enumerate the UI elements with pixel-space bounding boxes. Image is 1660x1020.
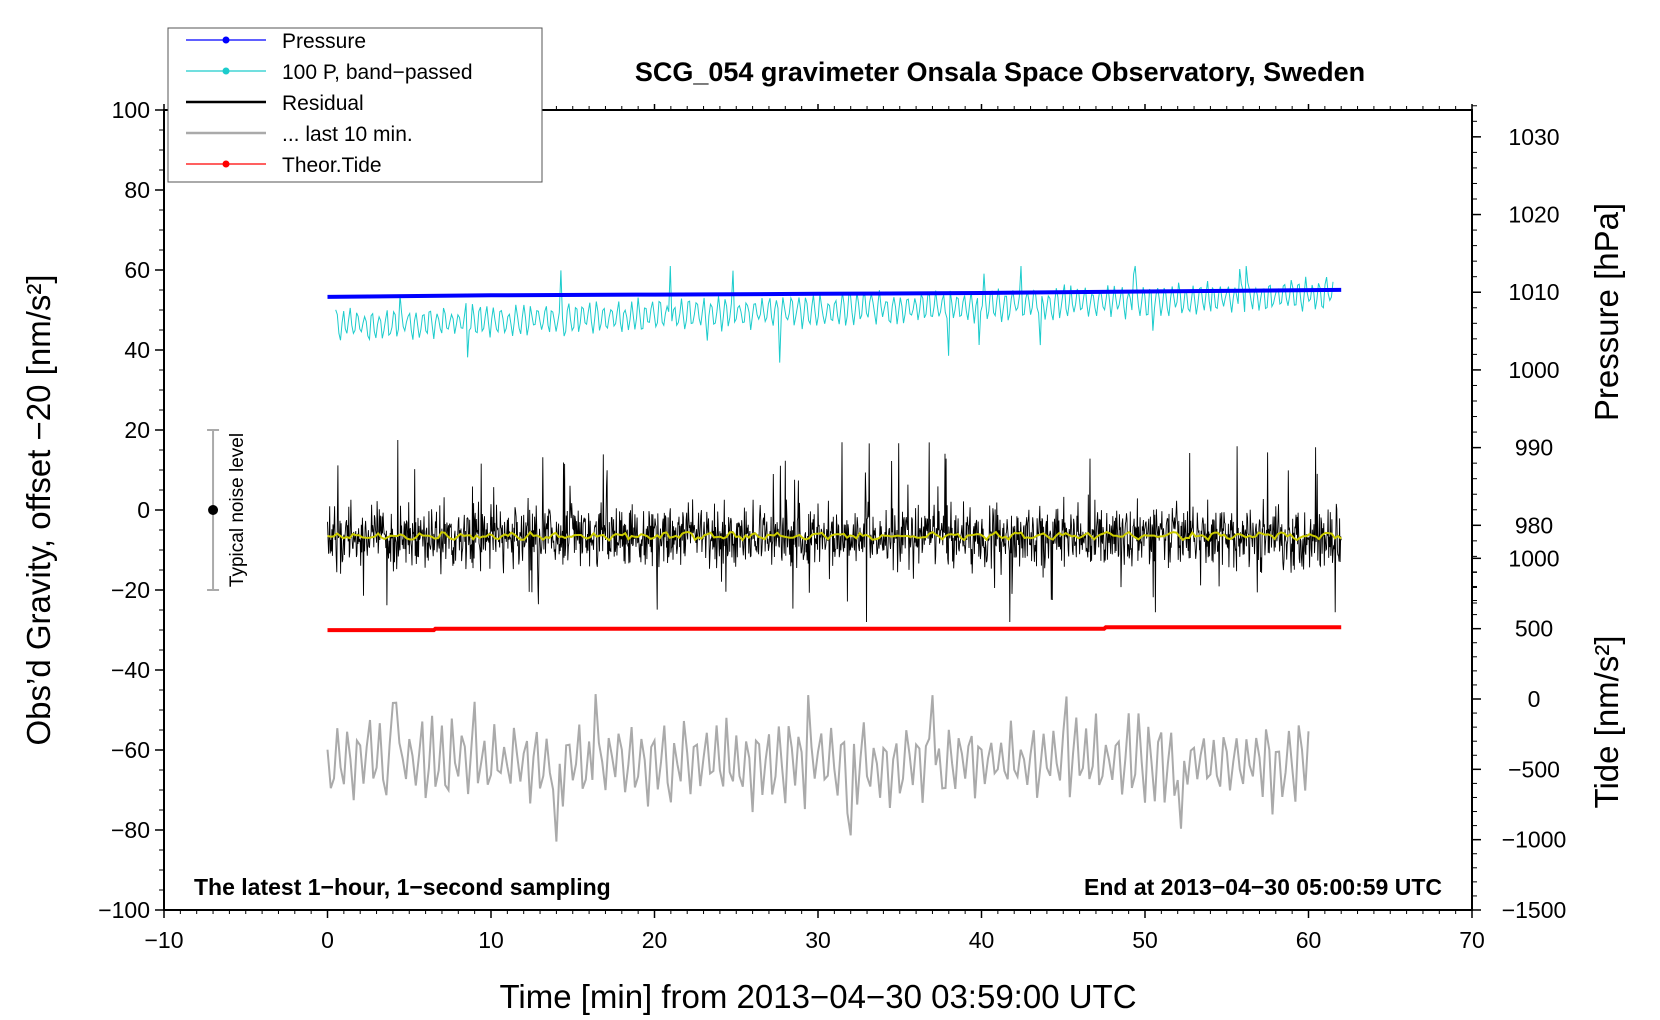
series-pressure-line <box>327 287 1342 299</box>
y-tick-label: 40 <box>124 337 150 363</box>
annotation-end-time: End at 2013−04−30 05:00:59 UTC <box>1084 874 1442 900</box>
tide-tick-label: 0 <box>1528 686 1541 712</box>
data-layer <box>326 265 1342 842</box>
legend-label: Pressure <box>282 30 366 53</box>
tide-tick-label: −1500 <box>1502 897 1567 923</box>
y-tick-label: 60 <box>124 257 150 283</box>
legend: Pressure 100 P, band−passed Residual ... la… <box>167 27 543 183</box>
pressure-tick-label: 1000 <box>1508 357 1559 383</box>
legend-marker <box>222 36 230 44</box>
y-tick-label: 80 <box>124 177 150 203</box>
x-tick-label: 0 <box>321 927 334 953</box>
tide-tick-label: −500 <box>1508 756 1560 782</box>
y-tick-label: −20 <box>111 577 150 603</box>
x-axis-title: Time [min] from 2013−04−30 03:59:00 UTC <box>499 978 1136 1015</box>
series-residual-smoothed-line <box>327 530 1342 542</box>
x-tick-label: 50 <box>1132 927 1158 953</box>
y-axis-title-pressure: Pressure [hPa] <box>1588 203 1625 421</box>
x-tick-label: 70 <box>1459 927 1485 953</box>
x-tick-label: 60 <box>1296 927 1322 953</box>
series-last-10-min-line <box>326 694 1310 842</box>
noise-level-label: Typical noise level <box>227 433 248 587</box>
y-axis-title-left: Obs’d Gravity, offset −20 [nm/s²] <box>20 274 57 745</box>
noise-bar-center-dot <box>208 505 219 515</box>
x-tick-label: 20 <box>642 927 668 953</box>
y-tick-label: −100 <box>98 897 150 923</box>
tide-tick-label: −1000 <box>1502 827 1567 853</box>
series-residual-line <box>327 439 1342 623</box>
x-tick-label: 10 <box>478 927 504 953</box>
pressure-tick-label: 1010 <box>1508 279 1559 305</box>
pressure-tick-label: 980 <box>1515 512 1553 538</box>
chart-title: SCG_054 gravimeter Onsala Space Observat… <box>635 57 1365 87</box>
legend-box <box>167 27 543 183</box>
series-bandpassed-pressure-line <box>335 265 1334 363</box>
annotation-sampling: The latest 1−hour, 1−second sampling <box>194 874 611 900</box>
legend-label: ... last 10 min. <box>282 123 413 146</box>
series-theoretical-tide-line <box>327 625 1342 633</box>
y-tick-label: −80 <box>111 817 150 843</box>
y-tick-label: 0 <box>137 497 150 523</box>
tide-tick-label: 500 <box>1515 616 1553 642</box>
legend-label: Theor.Tide <box>282 154 382 177</box>
x-tick-label: −10 <box>144 927 183 953</box>
legend-label: 100 P, band−passed <box>282 61 473 84</box>
pressure-tick-label: 990 <box>1515 435 1553 461</box>
pressure-tick-label: 1030 <box>1508 124 1559 150</box>
y-axis-title-tide: Tide [nm/s²] <box>1588 636 1625 809</box>
legend-marker <box>222 160 230 168</box>
y-tick-label: −40 <box>111 657 150 683</box>
x-tick-label: 30 <box>805 927 831 953</box>
noise-level-bar: Typical noise level <box>207 429 248 591</box>
legend-label: Residual <box>282 92 364 115</box>
x-tick-label: 40 <box>969 927 995 953</box>
y-tick-label: 100 <box>112 97 150 123</box>
y-tick-label: 20 <box>124 417 150 443</box>
legend-marker <box>222 67 230 75</box>
pressure-tick-label: 1020 <box>1508 202 1559 228</box>
y-tick-label: −60 <box>111 737 150 763</box>
ticks-layer: −10 0 10 20 30 40 50 60 70−100−80−60−40−20020406… <box>98 97 1566 953</box>
tide-tick-label: 1000 <box>1508 545 1559 571</box>
